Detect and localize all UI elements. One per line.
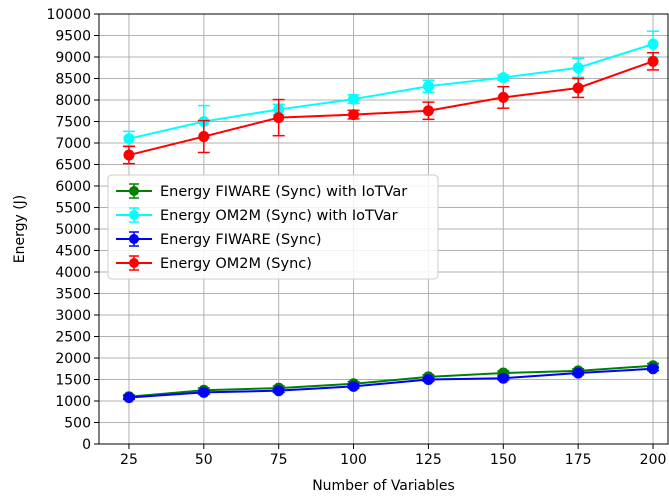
series-2: [122, 363, 660, 404]
data-point: [273, 385, 285, 397]
legend-entry: Energy FIWARE (Sync) with IoTVar: [116, 183, 407, 200]
legend-entry: Energy OM2M (Sync): [116, 255, 312, 272]
legend-entry: Energy FIWARE (Sync): [116, 231, 322, 248]
series-line: [128, 367, 654, 399]
data-point: [348, 109, 360, 121]
legend-box: [107, 174, 439, 280]
y-tick-label: 4000: [55, 265, 91, 281]
x-tick-label: 100: [340, 452, 367, 468]
data-point: [422, 374, 434, 385]
data-point: [647, 55, 659, 67]
x-axis-label: Number of Variables: [312, 478, 455, 494]
data-point: [198, 131, 210, 143]
data-point: [647, 363, 659, 375]
legend-label: Energy FIWARE (Sync): [160, 232, 322, 248]
legend-marker: [129, 234, 139, 244]
legend: Energy FIWARE (Sync) with IoTVar Energy O…: [107, 174, 439, 280]
legend-marker: [129, 258, 139, 268]
series-3: [122, 51, 660, 165]
y-tick-label: 7000: [55, 136, 91, 152]
legend-label: Energy OM2M (Sync) with IoTVar: [160, 208, 398, 224]
x-tick-label: 75: [270, 452, 288, 468]
data-series: [122, 30, 660, 404]
y-tick-label: 5500: [55, 201, 91, 217]
data-point: [572, 82, 584, 94]
y-tick-label: 9000: [55, 50, 91, 66]
legend-label: Energy FIWARE (Sync) with IoTVar: [160, 184, 407, 200]
data-point: [422, 105, 434, 117]
data-point: [647, 38, 659, 50]
data-point: [497, 72, 509, 84]
y-tick-label: 8000: [55, 93, 91, 109]
y-tick-label: 6000: [55, 179, 91, 195]
data-point: [497, 372, 509, 384]
x-tick-label: 200: [640, 452, 667, 468]
data-point: [198, 386, 210, 398]
series-line: [128, 60, 654, 157]
y-tick-label: 10000: [46, 7, 91, 23]
x-tick-label: 50: [195, 452, 213, 468]
y-tick-label: 1000: [55, 394, 91, 410]
y-tick-label: 6500: [55, 158, 91, 174]
series-line: [128, 364, 654, 398]
y-tick-label: 3500: [55, 287, 91, 303]
y-tick-label: 3000: [55, 308, 91, 324]
axis-ticks: 25 50 75 100 125 150 175 2000500100015002000250…: [46, 7, 666, 468]
y-tick-label: 5000: [55, 222, 91, 238]
data-point: [123, 133, 135, 145]
data-point: [572, 62, 584, 74]
y-tick-label: 2500: [55, 330, 91, 346]
legend-entry: Energy OM2M (Sync) with IoTVar: [116, 207, 398, 224]
x-tick-label: 175: [565, 452, 592, 468]
y-tick-label: 1500: [55, 373, 91, 389]
data-point: [422, 80, 434, 92]
y-tick-label: 500: [64, 416, 91, 432]
legend-label: Energy OM2M (Sync): [160, 256, 312, 272]
y-tick-label: 9500: [55, 29, 91, 45]
x-tick-label: 25: [120, 452, 138, 468]
y-tick-label: 2000: [55, 351, 91, 367]
x-tick-label: 150: [490, 452, 517, 468]
y-tick-label: 4500: [55, 244, 91, 260]
y-tick-label: 8500: [55, 72, 91, 88]
y-axis-label: Energy (J): [12, 195, 28, 264]
data-point: [572, 367, 584, 379]
y-tick-label: 7500: [55, 115, 91, 131]
data-point: [348, 380, 360, 392]
x-tick-label: 125: [415, 452, 442, 468]
data-point: [348, 93, 360, 105]
data-point: [123, 149, 135, 161]
plot-frame: [98, 13, 669, 445]
legend-marker: [129, 210, 139, 220]
data-point: [497, 91, 509, 103]
data-point: [273, 112, 285, 124]
legend-marker: [129, 186, 139, 196]
y-tick-label: 0: [82, 437, 91, 453]
data-point: [123, 392, 135, 404]
series-line: [128, 43, 654, 140]
